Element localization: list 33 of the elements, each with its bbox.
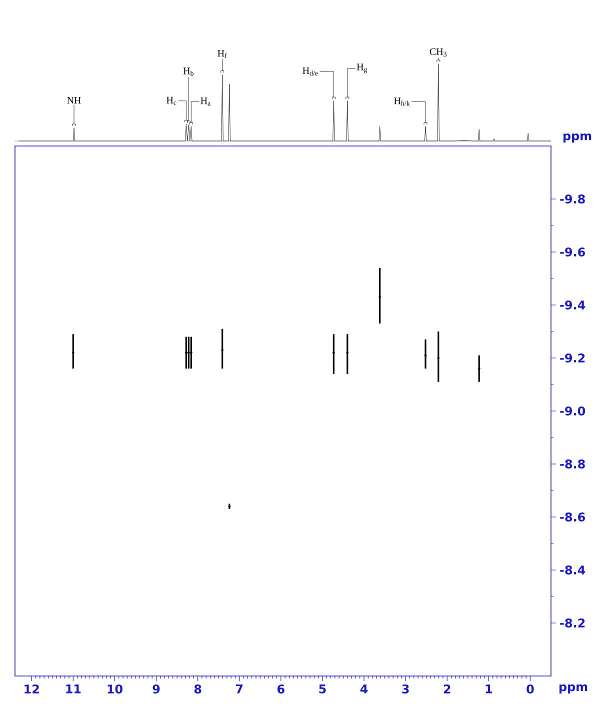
annotation: H$_{g}$ (356, 64, 368, 74)
x-axis-title: ppm (560, 684, 588, 694)
y-tick-label: -8.8 (560, 459, 585, 469)
x-tick-label: 1 (486, 684, 492, 694)
y-tick-label: -8.2 (560, 618, 585, 628)
annotation: H$_{c}$ (166, 96, 176, 105)
y-tick-label: -9.0 (560, 406, 586, 416)
x-tick-label: 11 (66, 684, 81, 694)
x-tick-label: 7 (236, 684, 243, 694)
annotation: NH (67, 97, 81, 104)
x-tick-label: 9 (152, 684, 160, 694)
x-tick-label: 5 (319, 684, 326, 694)
y-tick-label: -9.2 (560, 353, 585, 363)
annotation: H$_{h/k}$ (394, 98, 410, 106)
x-tick-label: 3 (402, 684, 409, 694)
y-tick-label: -8.4 (560, 565, 586, 575)
x-tick-label: 4 (360, 684, 368, 694)
y-tick-label: -8.6 (560, 512, 585, 522)
x-tick-label: 8 (194, 684, 202, 694)
y-tick-label: -9.8 (560, 194, 585, 204)
annotation: H$_{f}$ (218, 50, 227, 58)
x-tick-label: 2 (444, 684, 450, 694)
x-tick-label: 0 (526, 684, 534, 694)
x-tick-label: 10 (108, 684, 122, 694)
annotation: H$_{b}$ (183, 68, 194, 76)
x-tick-label: 12 (24, 684, 39, 694)
annotation: H$_{a}$ (200, 98, 211, 106)
annotation: CH$_{3}$ (430, 48, 447, 56)
y-axis-title: ppm (563, 133, 592, 143)
annotation: H$_{d/e}$ (302, 68, 318, 76)
y-tick-label: -9.6 (560, 247, 585, 257)
y-tick-label: -9.4 (560, 300, 586, 310)
x-tick-label: 6 (277, 684, 284, 694)
